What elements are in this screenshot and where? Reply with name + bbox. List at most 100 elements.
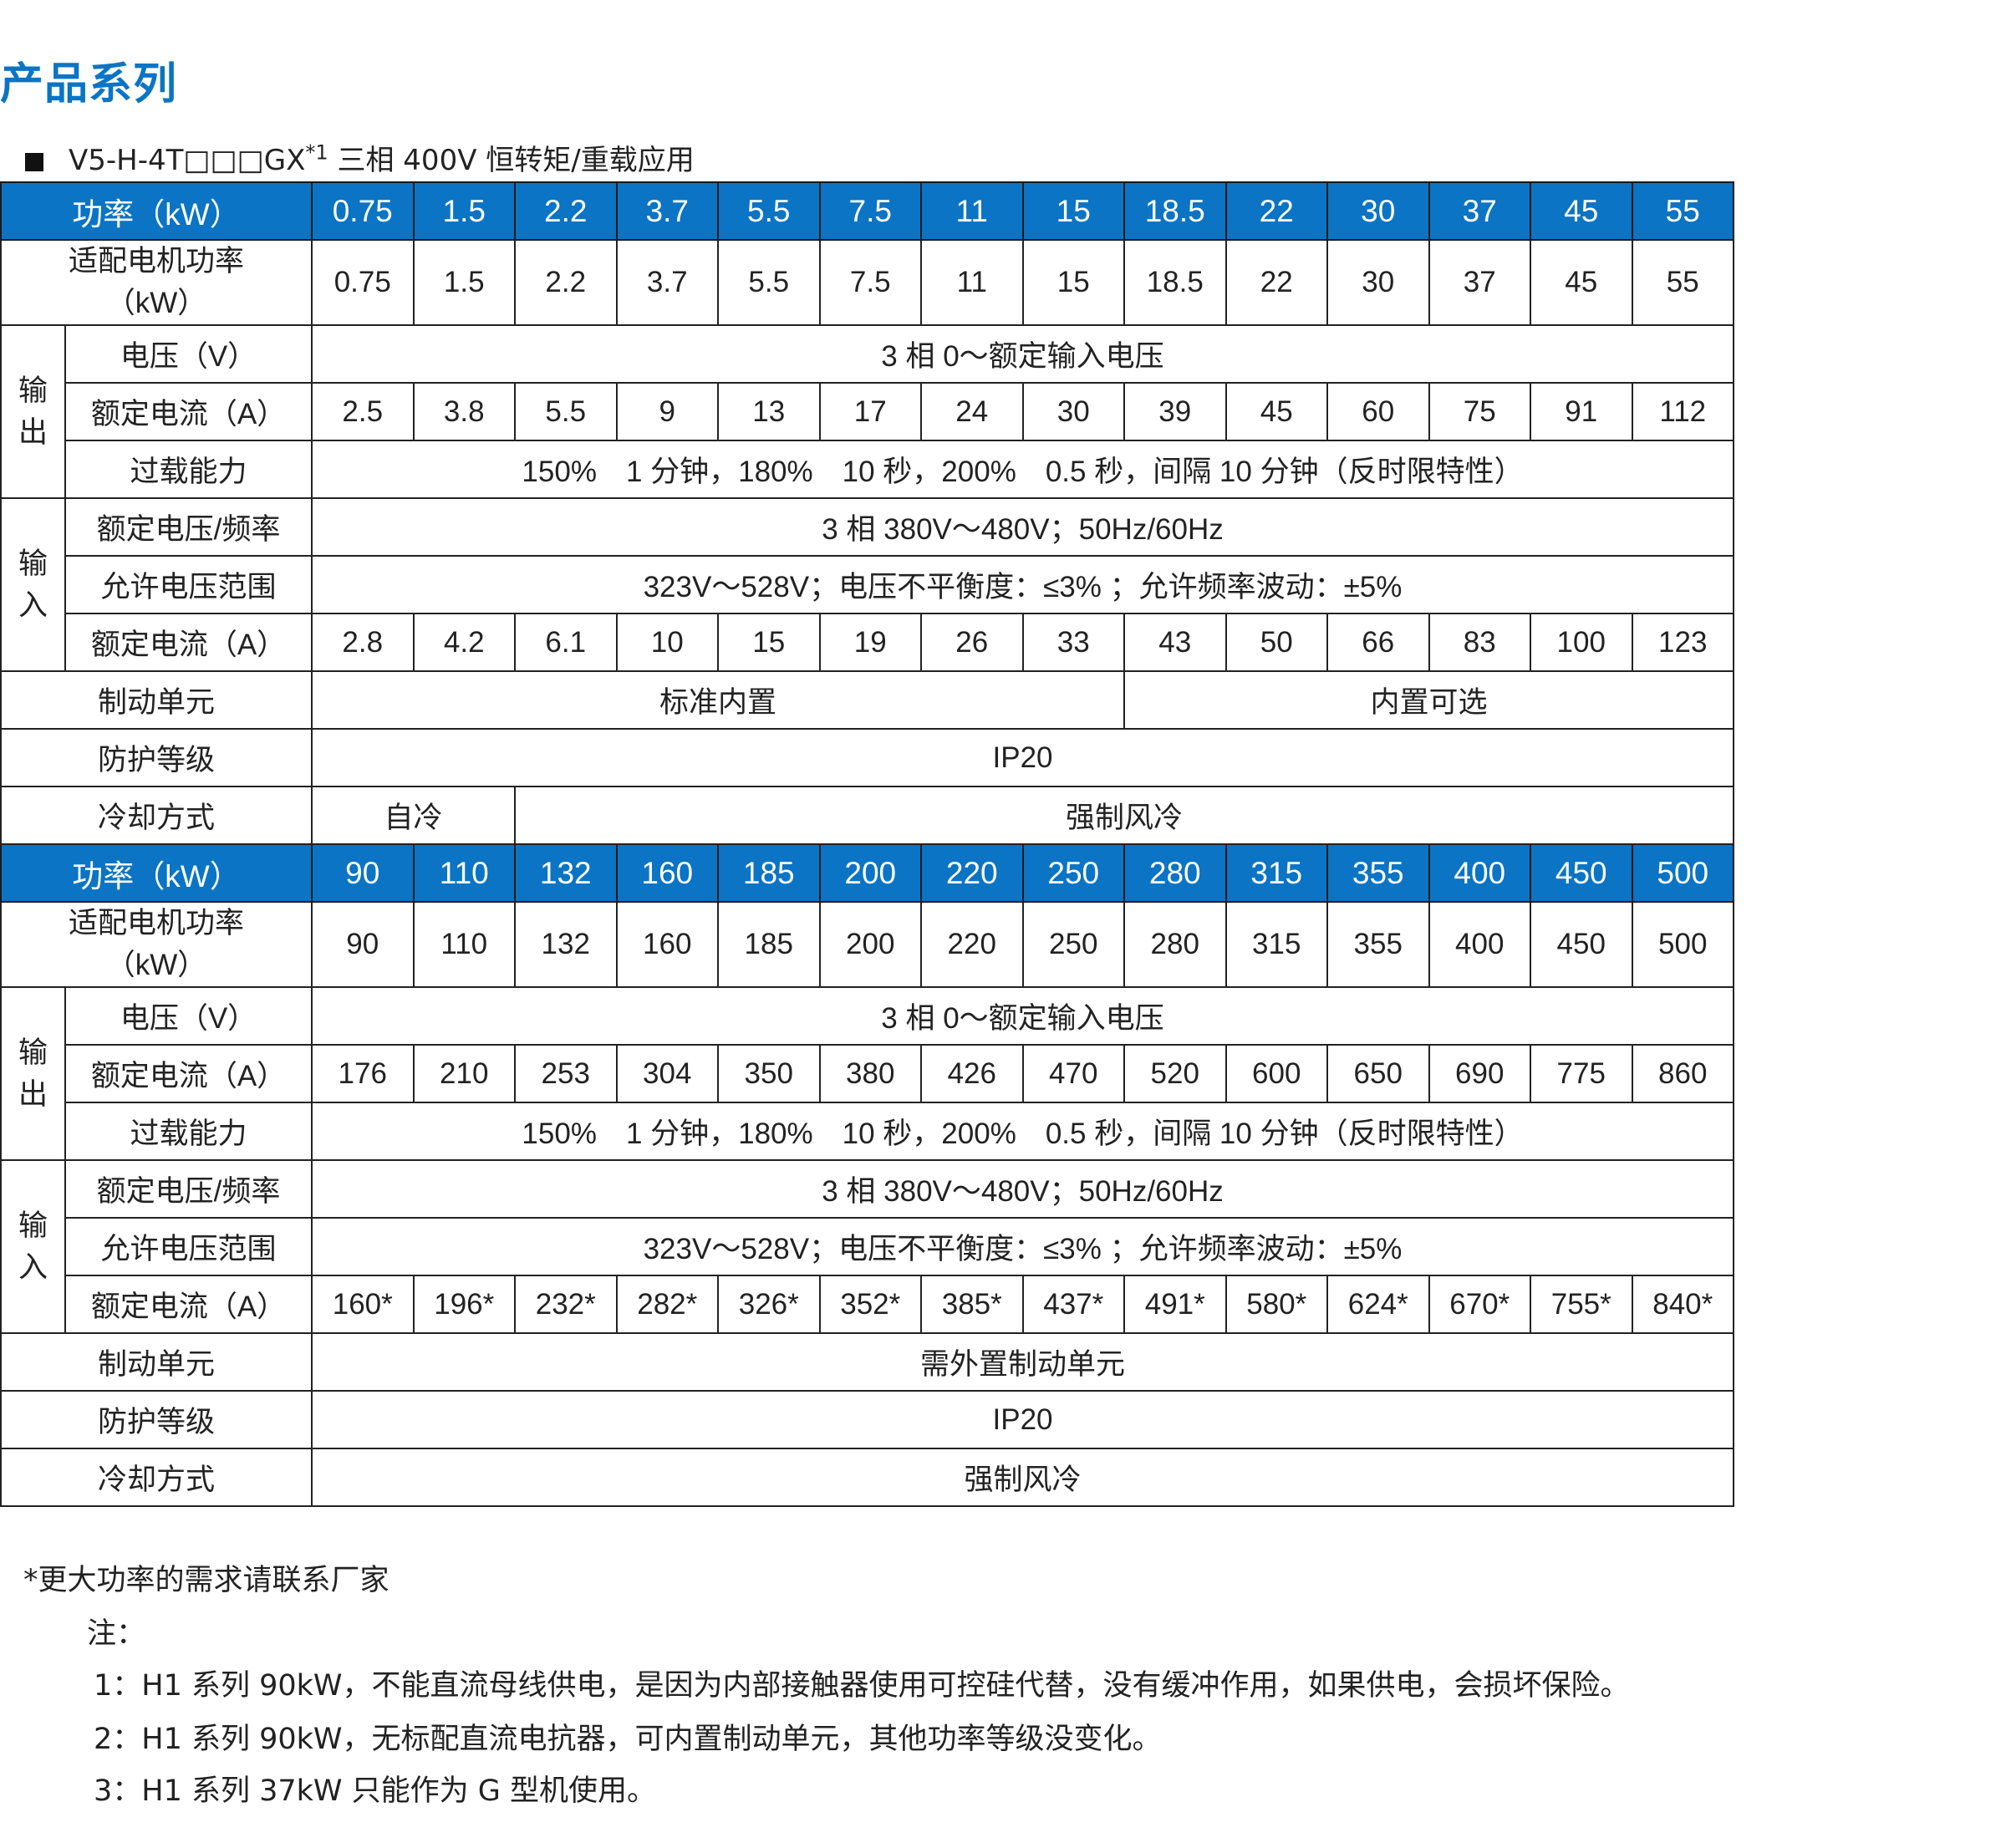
motor-power-value: 45 (1530, 239, 1633, 326)
input-current-value: 385* (920, 1275, 1024, 1334)
power-value: 160 (615, 843, 719, 903)
row-label-output-current: 额定电流（A） (64, 1044, 313, 1103)
output-current-value: 470 (1021, 1044, 1125, 1103)
power-value: 11 (920, 181, 1024, 241)
output-current-value: 3.8 (412, 382, 516, 441)
row-label-brake: 制动单元 (0, 1332, 313, 1392)
power-value: 400 (1428, 843, 1531, 903)
power-value: 132 (514, 843, 618, 903)
input-current-value: 19 (818, 613, 922, 672)
row-label-overload: 过载能力 (64, 1102, 313, 1161)
power-value: 18.5 (1123, 181, 1227, 241)
row-label-voltage-range: 允许电压范围 (64, 1217, 313, 1276)
motor-power-value: 315 (1224, 901, 1328, 988)
cooling-value: 自冷 (311, 786, 516, 845)
table-row: 允许电压范围 323V～528V；电压不平衡度：≤3% ；允许频率波动：±5% (1, 1217, 1734, 1276)
input-current-value: 15 (717, 613, 821, 672)
table-row: 过载能力 150% 1 分钟，180% 10 秒，200% 0.5 秒，间隔 10… (1, 1102, 1734, 1161)
row-label-brake: 制动单元 (0, 670, 313, 730)
power-value: 185 (717, 843, 821, 903)
output-voltage-value: 3 相 0～额定输入电压 (311, 324, 1734, 384)
brake-value: 内置可选 (1123, 670, 1734, 730)
table-row: 冷却方式 自冷 强制风冷 (0, 786, 1734, 845)
table-row: 防护等级 IP20 (0, 728, 1734, 787)
power-value: 250 (1021, 843, 1125, 903)
table-row: 输出 电压（V） 3 相 0～额定输入电压 (0, 324, 1734, 499)
input-current-value: 10 (615, 613, 719, 672)
input-current-value: 100 (1530, 613, 1633, 672)
table-row: 适配电机功率（kW） 90 110 132 160 185 200 220 250 280 315 3… (0, 901, 1734, 988)
input-current-value: 352* (818, 1275, 922, 1334)
output-current-value: 24 (920, 382, 1024, 441)
input-voltage-value: 3 相 380V～480V；50Hz/60Hz (311, 1159, 1734, 1219)
output-current-value: 690 (1428, 1044, 1531, 1103)
table-row: 输入 额定电压/频率 3 相 380V～480V；50Hz/60Hz (0, 1159, 1734, 1334)
cooling-value: 强制风冷 (514, 786, 1734, 845)
cooling-value: 强制风冷 (311, 1448, 1734, 1507)
motor-power-value: 200 (818, 901, 922, 988)
note-item: 2：H1 系列 90kW，无标配直流电抗器，可内置制动单元，其他功率等级没变化。 (94, 1723, 1162, 1756)
row-label-power: 功率（kW） (0, 181, 313, 241)
input-current-value: 66 (1326, 613, 1430, 672)
overload-value: 150% 1 分钟，180% 10 秒，200% 0.5 秒，间隔 10 分钟（… (311, 1102, 1734, 1161)
motor-power-value: 110 (412, 901, 516, 988)
motor-power-value: 5.5 (717, 239, 821, 326)
row-label-motor-power: 适配电机功率（kW） (0, 901, 313, 988)
output-current-value: 176 (311, 1044, 415, 1103)
motor-power-value: 185 (717, 901, 821, 988)
power-value: 220 (920, 843, 1024, 903)
input-current-value: 282* (615, 1275, 719, 1334)
input-current-value: 670* (1428, 1275, 1531, 1334)
input-current-value: 491* (1123, 1275, 1227, 1334)
note-item: 3：H1 系列 37kW 只能作为 G 型机使用。 (94, 1774, 657, 1808)
power-value: 315 (1224, 843, 1328, 903)
power-value: 110 (412, 843, 516, 903)
output-current-value: 350 (717, 1044, 821, 1103)
input-current-value: 33 (1021, 613, 1125, 672)
output-current-value: 426 (920, 1044, 1024, 1103)
power-value: 1.5 (412, 181, 516, 241)
row-label-output-current: 额定电流（A） (64, 382, 313, 441)
voltage-range-value: 323V～528V；电压不平衡度：≤3% ；允许频率波动：±5% (311, 1217, 1734, 1276)
motor-power-value: 7.5 (818, 239, 922, 326)
note-item: 1：H1 系列 90kW，不能直流母线供电，是因为内部接触器使用可控硅代替，没有… (94, 1669, 1630, 1703)
spec-table: 功率（kW） 0.75 1.5 2.2 3.7 5.5 7.5 11 15 18.5 22 30 37 4… (0, 181, 1734, 1507)
model-code: V5-H-4T□□□GX (69, 144, 306, 177)
output-current-value: 30 (1021, 382, 1125, 441)
input-current-value: 437* (1021, 1275, 1125, 1334)
brake-value: 标准内置 (311, 670, 1125, 730)
brake-value: 需外置制动单元 (311, 1332, 1734, 1392)
input-current-value: 26 (920, 613, 1024, 672)
motor-power-value: 355 (1326, 901, 1430, 988)
table-row: 适配电机功率（kW） 0.75 1.5 2.2 3.7 5.5 7.5 11 15 18.5 22 3… (0, 239, 1734, 326)
power-value: 90 (311, 843, 415, 903)
motor-power-value: 90 (311, 901, 415, 988)
power-value: 5.5 (717, 181, 821, 241)
row-label-protection: 防护等级 (0, 728, 313, 787)
protection-value: IP20 (311, 728, 1734, 787)
motor-power-value: 500 (1631, 901, 1734, 988)
group-label-output: 输出 (0, 324, 66, 499)
output-current-value: 9 (615, 382, 719, 441)
table-row: 功率（kW） 0.75 1.5 2.2 3.7 5.5 7.5 11 15 18.5 22 30 37 4… (0, 181, 1734, 241)
output-current-value: 2.5 (311, 382, 415, 441)
table-row: 冷却方式 强制风冷 (0, 1448, 1734, 1507)
output-current-value: 775 (1530, 1044, 1633, 1103)
input-current-value: 4.2 (412, 613, 516, 672)
table-row: 过载能力 150% 1 分钟，180% 10 秒，200% 0.5 秒，间隔 10… (1, 440, 1734, 499)
power-value: 22 (1224, 181, 1328, 241)
table-row: 额定电流（A） 2.8 4.2 6.1 10 15 19 26 33 43 50 66 83 100 123 (1, 613, 1734, 672)
group-label-output: 输出 (0, 986, 66, 1161)
motor-power-value: 30 (1326, 239, 1430, 326)
table-row: 功率（kW） 90 110 132 160 185 200 220 250 280 315 355 40… (0, 843, 1734, 903)
power-value: 355 (1326, 843, 1430, 903)
motor-power-value: 22 (1224, 239, 1328, 326)
overload-value: 150% 1 分钟，180% 10 秒，200% 0.5 秒，间隔 10 分钟（… (311, 440, 1734, 499)
row-label-power: 功率（kW） (0, 843, 313, 903)
motor-power-value: 400 (1428, 901, 1531, 988)
motor-power-value: 0.75 (311, 239, 415, 326)
output-voltage-value: 3 相 0～额定输入电压 (311, 986, 1734, 1046)
group-label-input: 输入 (0, 1159, 66, 1334)
row-label-cooling: 冷却方式 (0, 786, 313, 845)
row-label-protection: 防护等级 (0, 1390, 313, 1449)
